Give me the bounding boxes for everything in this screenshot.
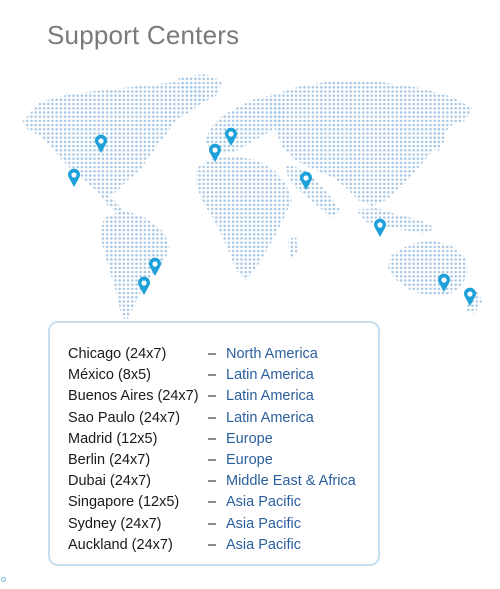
center-region: Asia Pacific	[226, 515, 301, 532]
corner-dot	[1, 577, 6, 582]
continent-europe	[205, 96, 286, 154]
continent-japan	[430, 126, 446, 152]
center-city: Buenos Aires (24x7)	[68, 388, 199, 405]
center-city: Berlin (24x7)	[68, 451, 151, 468]
center-city: Dubai (24x7)	[68, 473, 152, 490]
continent-north-america	[22, 82, 206, 198]
center-city: Sao Paulo (24x7)	[68, 409, 181, 426]
continent-central-america	[98, 192, 124, 214]
center-city: Chicago (24x7)	[68, 346, 167, 362]
separator-dash: –	[208, 388, 217, 405]
map-pin-mexico[interactable]	[67, 168, 81, 188]
center-city: México (8x5)	[68, 367, 151, 384]
center-city: Singapore (12x5)	[68, 494, 180, 511]
separator-dash: –	[208, 473, 217, 490]
map-pin-singapore[interactable]	[373, 218, 387, 238]
center-region: Middle East & Africa	[226, 473, 356, 490]
continent-south-america	[100, 210, 170, 322]
center-region: Europe	[226, 430, 273, 447]
map-pin-sao-paulo[interactable]	[148, 257, 162, 277]
separator-dash: –	[208, 451, 217, 468]
map-pin-auckland[interactable]	[463, 287, 477, 307]
center-region: Latin America	[226, 388, 314, 405]
map-pin-chicago[interactable]	[94, 134, 108, 154]
support-centers-list: Chicago (24x7) – North America México (8…	[48, 321, 380, 566]
map-pin-buenos-aires[interactable]	[137, 276, 151, 296]
separator-dash: –	[208, 367, 217, 384]
world-map	[0, 60, 500, 322]
center-region: Latin America	[226, 409, 314, 426]
separator-dash: –	[208, 515, 217, 532]
separator-dash: –	[208, 494, 217, 511]
continent-greenland	[178, 74, 222, 104]
separator-dash: –	[208, 409, 217, 426]
continent-madagascar	[288, 236, 298, 260]
center-region: Asia Pacific	[226, 536, 301, 553]
separator-dash: –	[208, 536, 217, 553]
map-pin-sydney[interactable]	[437, 273, 451, 293]
separator-dash: –	[208, 346, 217, 362]
map-pin-madrid[interactable]	[208, 143, 222, 163]
map-pin-dubai[interactable]	[299, 171, 313, 191]
map-pin-berlin[interactable]	[224, 127, 238, 147]
center-city: Madrid (12x5)	[68, 430, 158, 447]
continent-asia	[270, 80, 472, 206]
continent-arabia-india	[286, 164, 340, 218]
continent-se-asia	[356, 208, 436, 234]
continent-africa	[196, 156, 292, 280]
page-title: Support Centers	[47, 20, 240, 50]
separator-dash: –	[208, 430, 217, 447]
center-region: Latin America	[226, 367, 314, 384]
center-region: Asia Pacific	[226, 494, 301, 511]
center-region: Europe	[226, 451, 273, 468]
center-region: North America	[226, 346, 318, 362]
continent-australia	[388, 240, 468, 296]
center-city: Sydney (24x7)	[68, 515, 162, 532]
center-city: Auckland (24x7)	[68, 536, 173, 553]
